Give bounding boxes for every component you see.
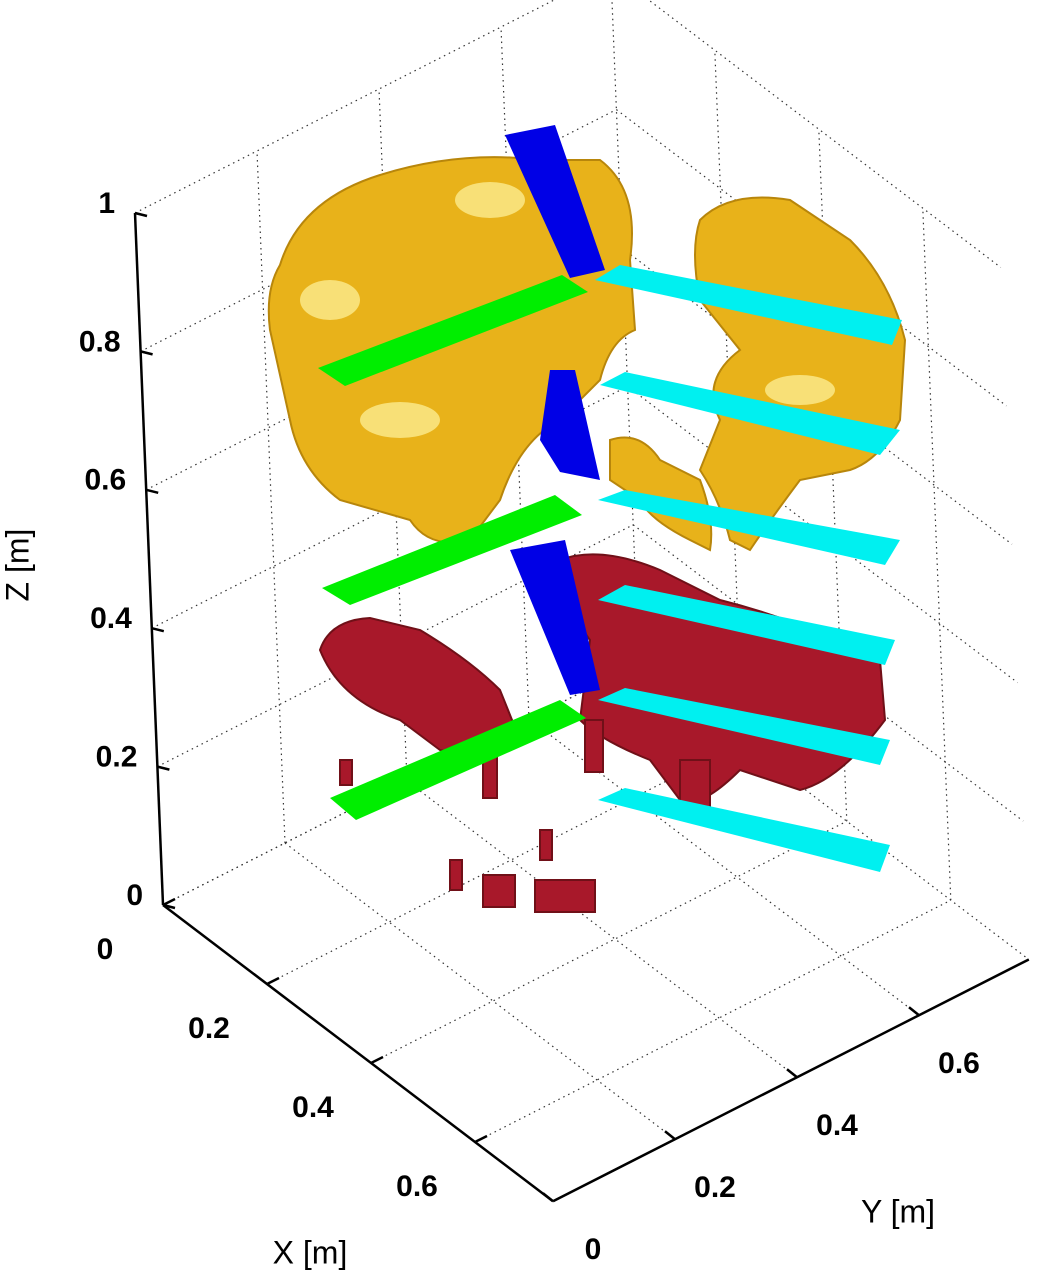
grid-line bbox=[922, 208, 952, 901]
x-tick bbox=[266, 976, 280, 986]
grid-line bbox=[647, 0, 1002, 268]
grid-line bbox=[370, 820, 848, 1064]
yellow-highlight bbox=[765, 375, 835, 405]
z-tick bbox=[151, 626, 165, 633]
cyan-plane bbox=[595, 265, 902, 345]
blue-plane bbox=[540, 370, 600, 480]
z-tick-label: 0.4 bbox=[90, 602, 132, 635]
grid-line bbox=[632, 524, 1024, 822]
cyan-plane bbox=[598, 688, 890, 765]
grid-line bbox=[627, 385, 1018, 684]
red-surface bbox=[534, 879, 596, 913]
grid-line bbox=[256, 150, 286, 844]
y-tick bbox=[542, 1192, 554, 1203]
grid-line bbox=[157, 524, 634, 768]
grid-line bbox=[151, 385, 628, 629]
y-tick-label: 0 bbox=[585, 1233, 602, 1266]
green-plane bbox=[318, 275, 588, 386]
x-tick bbox=[474, 1134, 488, 1144]
y-axis-label: Y [m] bbox=[861, 1193, 935, 1229]
z-tick bbox=[140, 350, 153, 356]
z-tick-label: 0.2 bbox=[96, 741, 138, 774]
yellow-highlight bbox=[300, 280, 360, 320]
x-axis-label: X [m] bbox=[273, 1234, 348, 1270]
green-plane bbox=[322, 495, 582, 605]
grid-line bbox=[140, 109, 617, 352]
z-tick bbox=[145, 488, 159, 495]
z-tick-label: 1 bbox=[98, 187, 115, 220]
z-tick bbox=[134, 211, 148, 218]
cyan-plane bbox=[598, 585, 895, 665]
blue-plane bbox=[505, 125, 605, 278]
x-tick bbox=[162, 897, 176, 907]
x-tick-label: 0.6 bbox=[396, 1170, 438, 1203]
yellow-surface bbox=[609, 436, 713, 552]
z-tick-label: 0.6 bbox=[84, 464, 126, 497]
z-axis bbox=[133, 212, 165, 906]
y-tick bbox=[664, 1130, 676, 1141]
grid-line bbox=[134, 0, 556, 214]
grid-line bbox=[474, 899, 952, 1143]
y-tick-label: 0.2 bbox=[694, 1171, 736, 1204]
x-tick-label: 0.2 bbox=[188, 1012, 230, 1045]
z-tick-label: 0 bbox=[126, 879, 143, 912]
grid-line bbox=[145, 247, 623, 491]
grid-line bbox=[162, 662, 640, 906]
yellow-surface bbox=[694, 196, 907, 552]
grid-line bbox=[266, 741, 744, 985]
grid-line bbox=[616, 109, 1007, 407]
red-surface bbox=[539, 829, 553, 861]
y-tick bbox=[786, 1068, 798, 1079]
cyan-plane bbox=[598, 490, 900, 565]
z-axis-label: Z [m] bbox=[0, 529, 35, 602]
grid-line bbox=[621, 247, 1013, 545]
x-tick-label: 0.4 bbox=[292, 1091, 334, 1124]
axes: X [m] Y [m] Z [m] 0 0.2 0.4 0.6 0 0.2 0.4 0.6 0 0… bbox=[0, 187, 1030, 1270]
surfaces bbox=[267, 125, 907, 913]
grid-line bbox=[406, 780, 798, 1078]
y-tick bbox=[908, 1006, 920, 1017]
cyan-plane bbox=[600, 372, 900, 455]
y-axis bbox=[552, 958, 1030, 1203]
grid-line bbox=[638, 662, 1030, 960]
green-plane bbox=[330, 700, 586, 820]
red-surface bbox=[449, 859, 463, 891]
cyan-plane bbox=[598, 788, 890, 872]
y-tick-label: 0.4 bbox=[816, 1109, 858, 1142]
blue-plane bbox=[510, 540, 600, 695]
red-surface bbox=[339, 759, 353, 786]
red-surface bbox=[584, 719, 604, 773]
red-surface bbox=[558, 553, 887, 803]
z-tick bbox=[162, 903, 176, 910]
red-surface bbox=[482, 874, 516, 908]
grid-line bbox=[284, 842, 676, 1140]
y-tick-label: 0.6 bbox=[938, 1047, 980, 1080]
z-tick-label: 0.8 bbox=[79, 325, 121, 358]
grid-line bbox=[528, 718, 920, 1016]
yellow-surface bbox=[267, 156, 637, 544]
z-tick bbox=[157, 765, 170, 771]
x-tick bbox=[370, 1055, 384, 1065]
x-tick-label: 0 bbox=[97, 933, 114, 966]
x-axis bbox=[162, 904, 554, 1203]
yellow-highlight bbox=[455, 182, 525, 218]
grid bbox=[134, 0, 1030, 1202]
yellow-highlight bbox=[360, 402, 440, 438]
